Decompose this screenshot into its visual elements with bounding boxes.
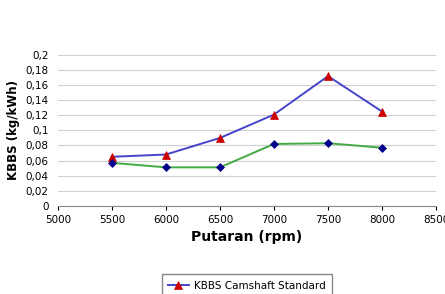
Y-axis label: KBBS (kg/kWh): KBBS (kg/kWh): [7, 80, 20, 181]
KBBS Camshaft Racing: [325, 141, 331, 145]
Line: KBBS Camshaft Standard: KBBS Camshaft Standard: [108, 72, 386, 161]
KBBS Camshaft Standard: [163, 153, 169, 156]
KBBS Camshaft Standard: [109, 155, 114, 158]
KBBS Camshaft Racing: [109, 161, 114, 165]
KBBS Camshaft Standard: [325, 74, 331, 78]
KBBS Camshaft Racing: [271, 142, 277, 146]
KBBS Camshaft Standard: [271, 113, 277, 116]
Line: KBBS Camshaft Racing: KBBS Camshaft Racing: [109, 140, 385, 171]
X-axis label: Putaran (rpm): Putaran (rpm): [191, 230, 303, 244]
KBBS Camshaft Standard: [217, 136, 222, 140]
KBBS Camshaft Racing: [217, 166, 222, 169]
KBBS Camshaft Racing: [163, 166, 169, 169]
KBBS Camshaft Standard: [380, 110, 385, 113]
Legend: KBBS Camshaft Standard, KBBS Camshaft Racing: KBBS Camshaft Standard, KBBS Camshaft Ra…: [162, 274, 332, 294]
KBBS Camshaft Racing: [380, 146, 385, 150]
